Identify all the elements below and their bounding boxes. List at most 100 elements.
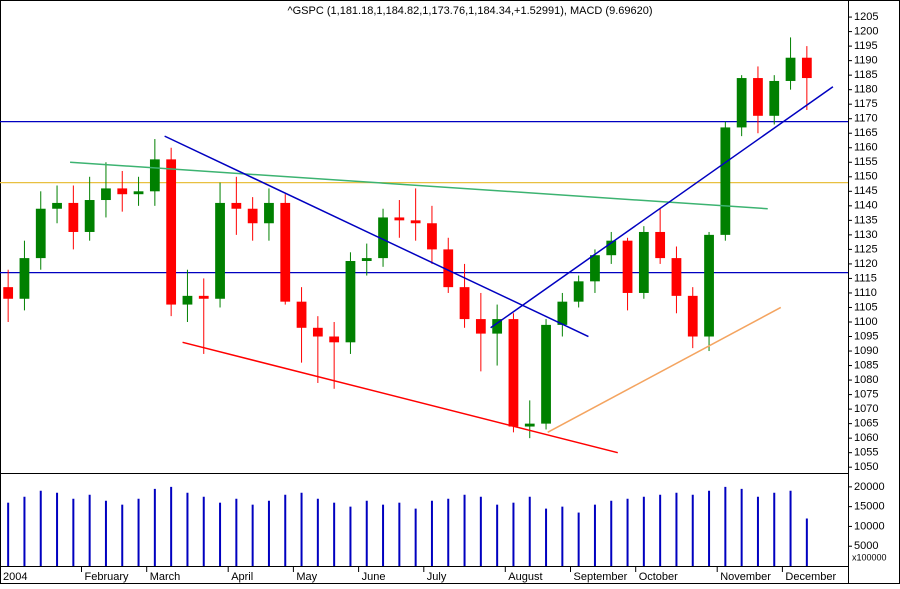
y-tick-label: 1050 bbox=[854, 461, 878, 473]
trendline bbox=[70, 161, 768, 210]
y-tick-label: 1160 bbox=[854, 142, 878, 154]
candle-body bbox=[101, 188, 111, 201]
candle-body bbox=[361, 258, 372, 262]
candle-body bbox=[345, 261, 356, 343]
candle-body bbox=[247, 208, 258, 224]
y-tick-label: 15000 bbox=[854, 501, 885, 513]
y-tick-label: 1075 bbox=[854, 388, 878, 400]
candle-body bbox=[590, 255, 600, 282]
candle-body bbox=[215, 202, 225, 299]
candle-body bbox=[785, 57, 796, 81]
candle-body bbox=[736, 78, 747, 128]
candle-body bbox=[801, 57, 812, 79]
candle-body bbox=[133, 191, 144, 195]
candle-body bbox=[312, 327, 323, 337]
x-tick-label: August bbox=[508, 571, 542, 583]
candle-body bbox=[622, 240, 633, 293]
candle-body bbox=[394, 217, 405, 221]
candle-body bbox=[3, 287, 14, 299]
candle-body bbox=[264, 202, 274, 224]
y-tick-label: 1135 bbox=[854, 214, 878, 226]
candle-body bbox=[19, 258, 30, 299]
y-tick-label: 1095 bbox=[854, 330, 878, 342]
y-tick-label: 1115 bbox=[854, 272, 877, 284]
candle-body bbox=[573, 281, 584, 302]
candle-body bbox=[35, 208, 46, 259]
candle-body bbox=[296, 301, 307, 328]
candle-body bbox=[557, 301, 568, 325]
y-tick-label: 1125 bbox=[854, 243, 878, 255]
candle-body bbox=[459, 287, 470, 320]
trendline bbox=[547, 306, 782, 434]
y-tick-label: 1130 bbox=[854, 229, 878, 241]
candle-body bbox=[638, 231, 649, 293]
candle-body bbox=[492, 319, 503, 334]
y-tick-label: 1070 bbox=[854, 403, 878, 415]
x-tick-label: April bbox=[231, 571, 253, 583]
y-tick-label: 1100 bbox=[854, 316, 878, 328]
trendline bbox=[182, 341, 618, 454]
x-tick-label: May bbox=[296, 571, 317, 583]
trendline bbox=[490, 86, 834, 329]
candle-body bbox=[410, 220, 421, 224]
candle-body bbox=[84, 200, 95, 232]
y-tick-label: 1120 bbox=[854, 258, 878, 270]
y-tick-label: 1185 bbox=[854, 69, 878, 81]
y-tick-label: 1080 bbox=[854, 374, 878, 386]
x-tick-label: September bbox=[574, 571, 628, 583]
y-tick-label: 1090 bbox=[854, 345, 878, 357]
candle-body bbox=[524, 423, 535, 427]
candle-body bbox=[166, 159, 177, 305]
candle-body bbox=[182, 295, 193, 305]
y-tick-label: 1195 bbox=[854, 40, 878, 52]
y-tick-label: 1175 bbox=[854, 98, 878, 110]
candle-body bbox=[329, 336, 340, 343]
y-tick-label: 10000 bbox=[854, 520, 885, 532]
x-tick-label: 2004 bbox=[3, 571, 27, 583]
candle-body bbox=[671, 258, 682, 296]
x-tick-label: November bbox=[720, 571, 771, 583]
y-tick-label: 1145 bbox=[854, 185, 878, 197]
y-tick-label: 1180 bbox=[854, 84, 878, 96]
candle-body bbox=[52, 202, 62, 209]
candle-body bbox=[443, 249, 454, 288]
candle-body bbox=[508, 319, 519, 427]
candle-body bbox=[149, 159, 160, 192]
candle-body bbox=[687, 295, 698, 337]
trendline bbox=[164, 135, 589, 338]
y-tick-label: 5000 bbox=[854, 540, 878, 552]
candle-body bbox=[475, 319, 486, 334]
candle-body bbox=[68, 202, 79, 232]
x-tick-label: June bbox=[362, 571, 386, 583]
y-tick-label: 1205 bbox=[854, 11, 878, 23]
candle-body bbox=[541, 324, 551, 424]
y-tick-label: 1055 bbox=[854, 447, 878, 459]
candle-body bbox=[378, 217, 388, 259]
candle-body bbox=[704, 234, 714, 337]
y-tick-label: 1150 bbox=[854, 171, 878, 183]
candle-body bbox=[655, 231, 666, 259]
y-tick-label: 1200 bbox=[854, 25, 878, 37]
candle-body bbox=[769, 80, 780, 116]
chart-title: ^GSPC (1,181.18,1,184.82,1,173.76,1,184.… bbox=[287, 5, 652, 17]
y-tick-label: 1155 bbox=[854, 156, 878, 168]
candle-body bbox=[720, 127, 731, 235]
x-tick-label: March bbox=[150, 571, 181, 583]
candle-body bbox=[280, 202, 291, 302]
y-tick-label: 1085 bbox=[854, 359, 878, 371]
candle-body bbox=[606, 240, 617, 256]
candle-body bbox=[198, 295, 209, 299]
y-tick-label: 1140 bbox=[854, 200, 878, 212]
y-tick-label: 1065 bbox=[854, 418, 878, 430]
x-tick-label: February bbox=[85, 571, 130, 583]
y-tick-label: 1060 bbox=[854, 432, 878, 444]
y-tick-label: 1190 bbox=[854, 55, 878, 67]
x-tick-label: December bbox=[785, 571, 836, 583]
x-tick-label: October bbox=[639, 571, 678, 583]
candle-body bbox=[753, 78, 763, 116]
y-tick-label: 1110 bbox=[854, 287, 877, 299]
candle-body bbox=[231, 202, 242, 209]
y-tick-label: 20000 bbox=[854, 481, 885, 493]
